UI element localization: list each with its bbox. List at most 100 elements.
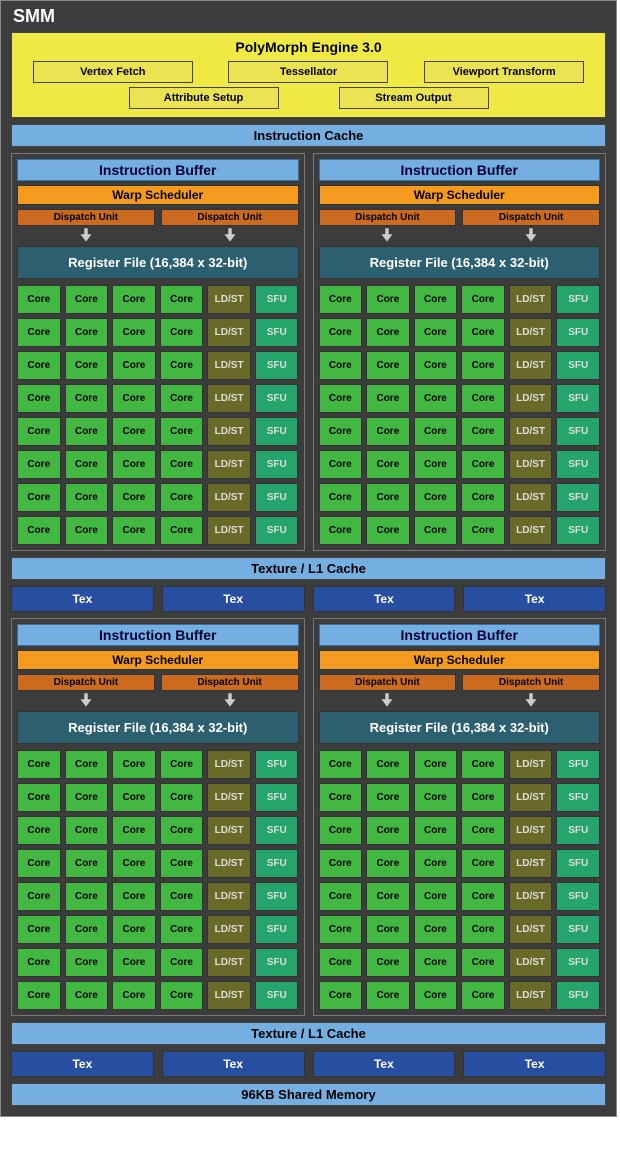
core-cell: Core: [160, 285, 204, 314]
sfu-cell: SFU: [255, 516, 299, 545]
core-cell: Core: [65, 417, 109, 446]
core-cell: Core: [17, 285, 61, 314]
ldst-cell: LD/ST: [207, 948, 251, 977]
ldst-cell: LD/ST: [207, 882, 251, 911]
core-cell: Core: [65, 750, 109, 779]
sfu-cell: SFU: [255, 285, 299, 314]
core-cell: Core: [366, 417, 410, 446]
core-cell: Core: [319, 417, 363, 446]
core-cell: Core: [366, 948, 410, 977]
core-cell: Core: [319, 750, 363, 779]
dispatch-unit: Dispatch Unit: [161, 674, 299, 691]
ldst-cell: LD/ST: [207, 816, 251, 845]
core-cell: Core: [112, 285, 156, 314]
partition-pair-bottom: Instruction BufferWarp SchedulerDispatch…: [11, 618, 606, 1016]
ldst-cell: LD/ST: [509, 285, 553, 314]
core-cell: Core: [461, 285, 505, 314]
core-cell: Core: [414, 516, 458, 545]
core-cell: Core: [160, 516, 204, 545]
core-cell: Core: [112, 483, 156, 512]
core-cell: Core: [65, 948, 109, 977]
warp-scheduler: Warp Scheduler: [319, 650, 601, 670]
core-cell: Core: [160, 981, 204, 1010]
sfu-cell: SFU: [556, 882, 600, 911]
partition: Instruction Buffer Warp Scheduler Dispatch…: [11, 153, 305, 551]
core-cell: Core: [414, 948, 458, 977]
core-cell: Core: [319, 816, 363, 845]
dispatch-row: Dispatch UnitDispatch Unit: [319, 674, 601, 691]
core-cell: Core: [65, 483, 109, 512]
tessellator-box: Tessellator: [228, 61, 388, 83]
core-cell: Core: [65, 915, 109, 944]
core-cell: Core: [366, 285, 410, 314]
sfu-cell: SFU: [556, 384, 600, 413]
dispatch-unit: Dispatch Unit: [319, 674, 457, 691]
instruction-buffer: Instruction Buffer: [319, 159, 601, 181]
core-cell: Core: [319, 318, 363, 347]
core-cell: Core: [160, 384, 204, 413]
ldst-cell: LD/ST: [207, 450, 251, 479]
core-grid: CoreCoreCoreCoreLD/STSFUCoreCoreCoreCore…: [319, 750, 601, 1010]
core-cell: Core: [366, 750, 410, 779]
arrow-row: [17, 693, 299, 707]
core-cell: Core: [319, 948, 363, 977]
core-cell: Core: [112, 384, 156, 413]
tex-unit: Tex: [313, 1051, 456, 1077]
arrow-row: [319, 228, 601, 242]
core-cell: Core: [366, 483, 410, 512]
core-cell: Core: [112, 516, 156, 545]
ldst-cell: LD/ST: [207, 915, 251, 944]
sfu-cell: SFU: [255, 750, 299, 779]
tex-unit: Tex: [313, 586, 456, 612]
core-cell: Core: [160, 750, 204, 779]
core-cell: Core: [319, 285, 363, 314]
ldst-cell: LD/ST: [207, 981, 251, 1010]
dispatch-unit: Dispatch Unit: [17, 674, 155, 691]
stream-output-box: Stream Output: [339, 87, 489, 109]
smm-title: SMM: [13, 6, 606, 27]
core-cell: Core: [461, 783, 505, 812]
core-cell: Core: [17, 783, 61, 812]
texture-l1-cache-top: Texture / L1 Cache: [11, 557, 606, 580]
tex-row-top: Tex Tex Tex Tex: [11, 586, 606, 612]
sfu-cell: SFU: [556, 483, 600, 512]
tex-row-bottom: Tex Tex Tex Tex: [11, 1051, 606, 1077]
core-grid: CoreCoreCoreCoreLD/STSFUCoreCoreCoreCore…: [17, 750, 299, 1010]
core-cell: Core: [366, 450, 410, 479]
core-cell: Core: [366, 351, 410, 380]
sfu-cell: SFU: [255, 351, 299, 380]
ldst-cell: LD/ST: [509, 351, 553, 380]
core-cell: Core: [366, 915, 410, 944]
tex-unit: Tex: [11, 586, 154, 612]
core-cell: Core: [17, 384, 61, 413]
polymorph-row2: Attribute Setup Stream Output: [18, 87, 599, 109]
register-file: Register File (16,384 x 32-bit): [319, 711, 601, 744]
ldst-cell: LD/ST: [509, 483, 553, 512]
core-cell: Core: [112, 915, 156, 944]
core-cell: Core: [319, 882, 363, 911]
sfu-cell: SFU: [556, 285, 600, 314]
dispatch-unit: Dispatch Unit: [161, 209, 299, 226]
instruction-buffer: Instruction Buffer: [17, 159, 299, 181]
core-cell: Core: [366, 882, 410, 911]
sfu-cell: SFU: [556, 450, 600, 479]
ldst-cell: LD/ST: [509, 882, 553, 911]
ldst-cell: LD/ST: [207, 351, 251, 380]
warp-scheduler: Warp Scheduler: [17, 185, 299, 205]
sfu-cell: SFU: [556, 417, 600, 446]
core-cell: Core: [366, 384, 410, 413]
ldst-cell: LD/ST: [207, 783, 251, 812]
ldst-cell: LD/ST: [509, 384, 553, 413]
ldst-cell: LD/ST: [509, 318, 553, 347]
sfu-cell: SFU: [556, 981, 600, 1010]
core-cell: Core: [160, 849, 204, 878]
core-cell: Core: [366, 849, 410, 878]
sfu-cell: SFU: [255, 318, 299, 347]
partition: Instruction BufferWarp SchedulerDispatch…: [313, 618, 607, 1016]
core-cell: Core: [112, 783, 156, 812]
core-cell: Core: [65, 318, 109, 347]
core-cell: Core: [112, 351, 156, 380]
dispatch-unit: Dispatch Unit: [319, 209, 457, 226]
core-cell: Core: [65, 783, 109, 812]
core-cell: Core: [17, 882, 61, 911]
